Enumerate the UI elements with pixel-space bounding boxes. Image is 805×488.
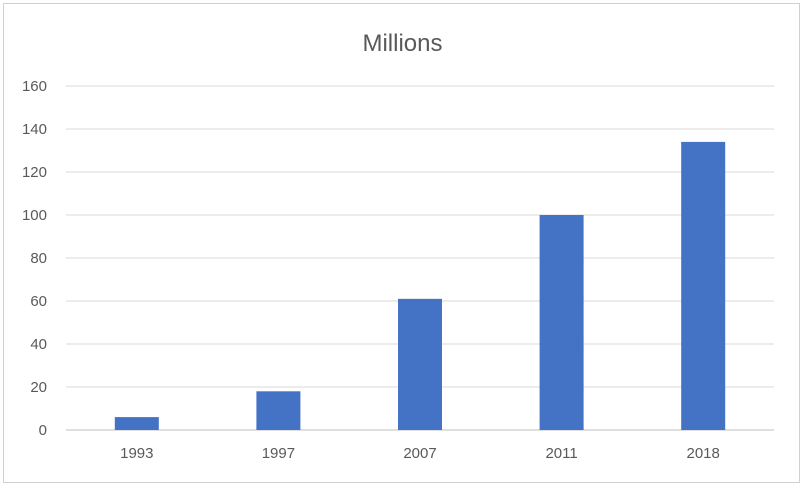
y-axis-tick-labels: 0 20 40 60 80 100 120 140 160 [22, 78, 47, 439]
y-tick-label: 160 [22, 78, 47, 95]
chart-title: Millions [362, 30, 443, 57]
y-tick-label: 120 [22, 164, 47, 181]
x-axis-tick-labels: 1993 1997 2007 2011 2018 [120, 445, 720, 462]
bar-2007 [398, 298, 442, 430]
bar-chart: 0 20 40 60 80 100 120 140 160 1993 1997 2007 2011 20… [22, 78, 774, 462]
bar-1997 [256, 391, 301, 430]
x-tick-label: 1997 [262, 445, 295, 462]
y-tick-label: 40 [30, 336, 47, 353]
chart-frame: Millions 0 20 40 60 80 100 120 140 160 1993 1997 2… [3, 3, 800, 483]
y-tick-label: 140 [22, 121, 47, 138]
bar-1993 [114, 417, 159, 430]
x-tick-label: 2018 [687, 445, 720, 462]
x-tick-label: 2007 [403, 445, 436, 462]
bar-2018 [681, 141, 726, 430]
x-tick-label: 2011 [545, 445, 577, 462]
bar-2011 [539, 215, 584, 430]
x-tick-label: 1993 [120, 445, 153, 462]
y-tick-label: 20 [30, 379, 47, 396]
y-tick-label: 0 [39, 422, 47, 439]
y-tick-label: 100 [22, 207, 47, 224]
bars [114, 141, 726, 430]
y-tick-label: 60 [30, 293, 47, 310]
y-tick-label: 80 [30, 250, 47, 267]
